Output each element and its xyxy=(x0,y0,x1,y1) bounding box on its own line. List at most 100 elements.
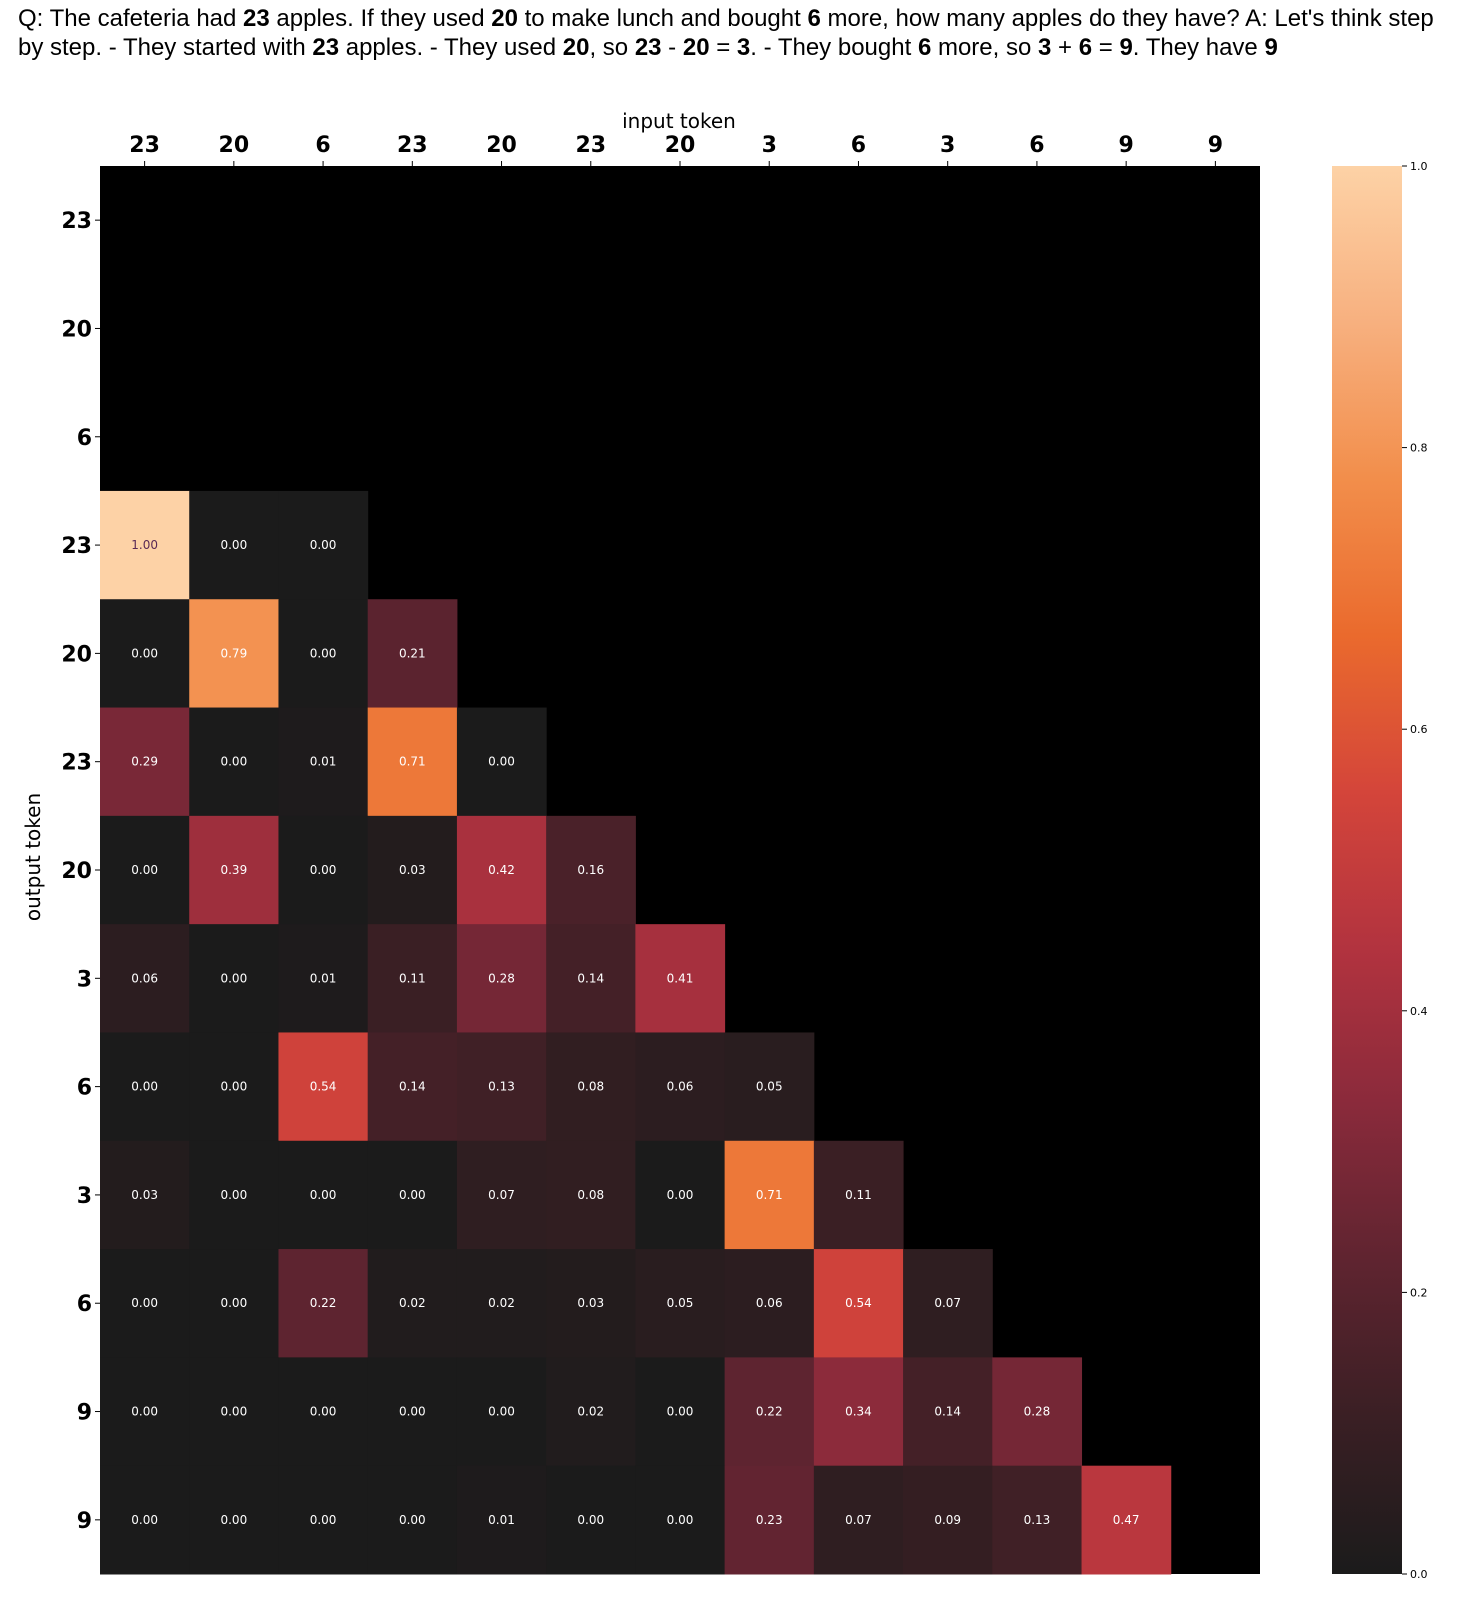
y-tick-label: 6 xyxy=(77,1076,92,1101)
heatmap-cell-value: 0.00 xyxy=(667,1513,694,1527)
heatmap-cell-value: 0.13 xyxy=(488,1080,515,1094)
heatmap-cell-value: 0.00 xyxy=(399,1188,426,1202)
heatmap-cell-value: 0.00 xyxy=(131,1080,158,1094)
heatmap-cell-value: 0.00 xyxy=(488,755,515,769)
heatmap-cell xyxy=(367,924,458,1033)
question-segment: = xyxy=(1092,34,1120,61)
heatmap-cell xyxy=(100,599,190,709)
x-tick-label: 6 xyxy=(315,133,330,158)
question-segment: more, so xyxy=(931,34,1038,61)
question-number: 20 xyxy=(491,5,518,32)
heatmap-cell-value: 0.42 xyxy=(488,863,515,877)
heatmap-cell xyxy=(189,924,279,1033)
heatmap-cell xyxy=(367,707,458,817)
heatmap-cell-value: 0.47 xyxy=(1113,1513,1140,1527)
heatmap-cell-value: 0.05 xyxy=(756,1080,783,1094)
heatmap-cell-value: 0.00 xyxy=(399,1513,426,1527)
heatmap-cell xyxy=(367,815,458,925)
heatmap-cell-value: 0.01 xyxy=(310,755,337,769)
y-axis-ticks: 23 20 6 23 20 23 20 3 6 3 6 9 9 xyxy=(61,209,100,1534)
heatmap-cell-value: 0.00 xyxy=(310,1405,337,1419)
heatmap-cell-value: 0.00 xyxy=(488,1405,515,1419)
question-number: 6 xyxy=(1078,34,1093,61)
heatmap-cell-value: 0.00 xyxy=(310,863,337,877)
heatmap-cell-value: 0.03 xyxy=(399,863,426,877)
heatmap-cell xyxy=(278,1465,369,1575)
heatmap-cell xyxy=(546,1465,636,1575)
y-tick-label: 20 xyxy=(61,642,92,667)
question-segment: apples. If they used xyxy=(269,5,492,32)
heatmap-cell xyxy=(903,1357,993,1467)
y-tick-label: 6 xyxy=(77,426,92,451)
heatmap-cell-value: 0.29 xyxy=(131,755,158,769)
heatmap-cell xyxy=(724,1357,815,1467)
heatmap-cell-value: 0.22 xyxy=(756,1405,783,1419)
x-tick-label: 23 xyxy=(129,133,160,158)
question-number: 20 xyxy=(562,34,590,61)
heatmap-cell xyxy=(546,924,636,1033)
heatmap-cell-value: 0.00 xyxy=(399,1405,426,1419)
question-segment: + xyxy=(1051,34,1079,61)
heatmap-cell-value: 0.00 xyxy=(131,646,158,660)
heatmap-cell-value: 0.00 xyxy=(310,538,337,552)
heatmap-cell-value: 0.41 xyxy=(667,971,694,985)
heatmap-cells xyxy=(100,166,1260,1575)
heatmap-cell-value: 0.13 xyxy=(1024,1513,1051,1527)
heatmap-cell-value: 0.54 xyxy=(845,1296,872,1310)
heatmap-cell xyxy=(635,1249,726,1358)
heatmap-cell-value: 0.00 xyxy=(577,1513,604,1527)
heatmap-cell xyxy=(456,1249,547,1358)
heatmap-cell xyxy=(100,1140,190,1250)
heatmap-cell-value: 0.21 xyxy=(399,646,426,660)
heatmap-cell-value: 0.00 xyxy=(220,538,247,552)
heatmap-cell xyxy=(813,1249,904,1358)
heatmap-cell xyxy=(1081,1465,1172,1575)
y-tick-label: 23 xyxy=(61,209,92,234)
x-axis-ticks: 23 20 6 23 20 23 20 3 6 3 6 9 9 xyxy=(129,133,1223,166)
colorbar-tick-label: 1.0 xyxy=(1410,160,1428,173)
heatmap-cell xyxy=(278,599,369,709)
heatmap-cell xyxy=(456,1032,547,1142)
heatmap-cell-value: 0.00 xyxy=(220,1296,247,1310)
heatmap-cell xyxy=(903,1249,993,1358)
heatmap-cell xyxy=(278,924,369,1033)
heatmap-cell-value: 0.06 xyxy=(131,971,158,985)
heatmap-cell-value: 0.14 xyxy=(399,1080,426,1094)
question-segment: apples. - They used xyxy=(339,34,563,61)
y-tick-label: 20 xyxy=(61,859,92,884)
question-number: 23 xyxy=(243,5,270,32)
heatmap-cell xyxy=(456,924,547,1033)
heatmap-cell xyxy=(278,1032,369,1142)
heatmap-cell xyxy=(100,1357,190,1467)
heatmap-cell-value: 0.14 xyxy=(577,971,604,985)
heatmap-cell-value: 0.08 xyxy=(577,1080,604,1094)
question-number: 6 xyxy=(917,34,932,61)
heatmap-cell xyxy=(278,1357,369,1467)
x-tick-label: 23 xyxy=(397,133,428,158)
heatmap-cell xyxy=(189,815,279,925)
colorbar-tick-label: 0.8 xyxy=(1410,442,1428,455)
x-tick-label: 6 xyxy=(1029,133,1044,158)
heatmap-cell xyxy=(456,1140,547,1250)
heatmap-cell-labels: 1.00 0.00 0.00 0.00 0.79 0.00 0.21 0.29 0.00 0.01… xyxy=(131,538,1139,1527)
heatmap-cell-value: 0.01 xyxy=(310,971,337,985)
heatmap-cell-value: 1.00 xyxy=(131,538,158,552)
heatmap-cell-value: 0.11 xyxy=(845,1188,872,1202)
heatmap-cell-value: 0.09 xyxy=(934,1513,961,1527)
heatmap-cell-value: 0.14 xyxy=(934,1405,961,1419)
heatmap-cell-value: 0.00 xyxy=(310,646,337,660)
heatmap-cell xyxy=(100,1032,190,1142)
heatmap-cell xyxy=(724,1032,815,1142)
question-number: 23 xyxy=(634,34,662,61)
heatmap-cell xyxy=(278,1249,369,1358)
heatmap-cell xyxy=(635,1465,726,1575)
heatmap-cell xyxy=(992,1465,1083,1575)
heatmap-cell xyxy=(635,1140,726,1250)
heatmap-cell-value: 0.00 xyxy=(220,1513,247,1527)
heatmap-cell-value: 0.07 xyxy=(845,1513,872,1527)
x-tick-label: 3 xyxy=(940,133,955,158)
heatmap-cell-value: 0.06 xyxy=(667,1080,694,1094)
x-tick-label: 6 xyxy=(851,133,866,158)
heatmap-cell xyxy=(367,1032,458,1142)
heatmap-cell xyxy=(367,1465,458,1575)
